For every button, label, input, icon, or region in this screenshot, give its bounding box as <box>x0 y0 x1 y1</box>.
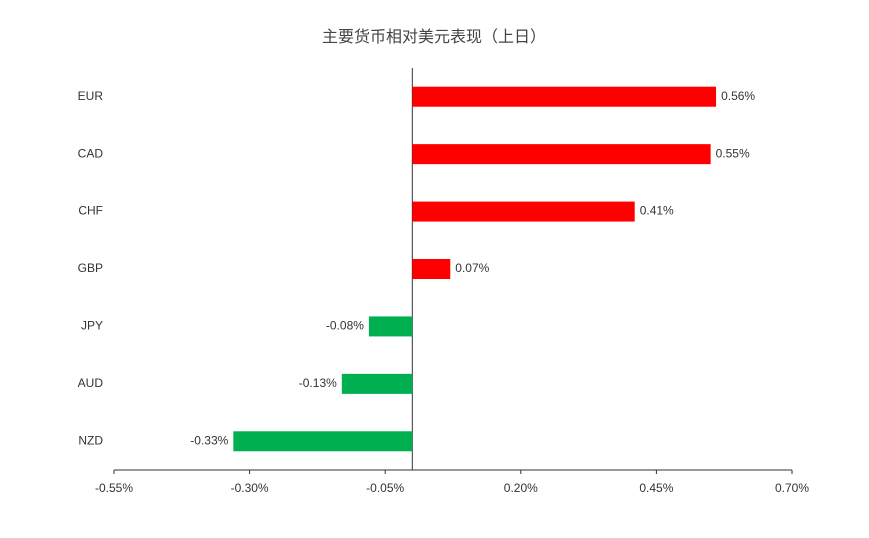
y-tick-label: EUR <box>78 89 104 103</box>
bar <box>233 431 413 452</box>
x-tick-label: 0.20% <box>504 481 538 495</box>
x-tick-label: -0.30% <box>231 481 269 495</box>
value-label: -0.33% <box>190 433 228 447</box>
y-tick-label: JPY <box>81 319 103 333</box>
bar <box>412 144 711 165</box>
value-label: -0.13% <box>299 376 337 390</box>
x-tick-label: 0.45% <box>639 481 673 495</box>
y-tick-label: NZD <box>78 433 103 447</box>
value-label: -0.08% <box>326 319 364 333</box>
y-tick-label: CHF <box>78 204 103 218</box>
y-tick-label: GBP <box>78 261 103 275</box>
x-tick-label: 0.70% <box>775 481 809 495</box>
x-tick-label: -0.55% <box>95 481 133 495</box>
bar <box>341 373 413 394</box>
value-label: 0.41% <box>640 204 674 218</box>
bar <box>412 201 635 222</box>
x-tick-label: -0.05% <box>366 481 404 495</box>
value-label: 0.56% <box>721 89 755 103</box>
chart-title: 主要货币相对美元表现（上日） <box>322 28 546 46</box>
value-label: 0.07% <box>455 261 489 275</box>
y-tick-label: CAD <box>78 146 104 160</box>
bar <box>412 86 717 107</box>
bar <box>412 259 451 279</box>
bar <box>368 316 413 337</box>
y-tick-label: AUD <box>78 376 104 390</box>
value-label: 0.55% <box>716 146 750 160</box>
